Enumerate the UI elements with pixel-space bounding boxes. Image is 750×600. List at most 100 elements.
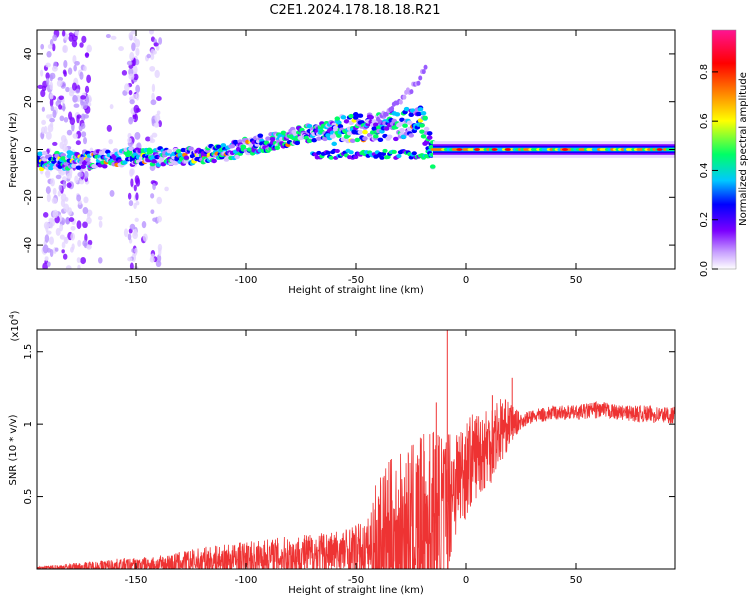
heatmap-cell <box>155 260 162 268</box>
heatmap-cell <box>328 155 334 160</box>
figure-title: C2E1.2024.178.18.18.R21 <box>269 3 440 18</box>
snr-series <box>37 330 675 569</box>
heatmap-cell <box>134 59 140 66</box>
heatmap-cell <box>62 180 67 190</box>
heatmap-cell <box>123 228 129 238</box>
heatmap-cell <box>45 72 50 80</box>
heatmap-cell <box>118 46 124 52</box>
heatmap-cell <box>62 44 68 54</box>
heatmap-cell <box>63 60 68 69</box>
x-tick-label: 50 <box>570 575 583 586</box>
heatmap-cell <box>306 138 313 144</box>
heatmap-cell <box>153 122 160 128</box>
heatmap-cell <box>142 233 148 242</box>
heatmap-cell <box>183 155 190 160</box>
heatmap-cell <box>129 223 136 230</box>
heatmap-cell <box>70 225 76 231</box>
heatmap-cell <box>67 67 73 75</box>
heatmap-cell <box>346 131 353 136</box>
heatmap-cell <box>348 113 354 119</box>
heatmap-cell <box>406 120 413 125</box>
heatmap-cell <box>397 121 404 127</box>
heatmap-cell <box>59 234 65 240</box>
heatmap-cell <box>157 243 163 252</box>
heatmap-cell <box>106 124 112 132</box>
heatmap-cell <box>180 147 187 153</box>
heatmap-cell <box>124 83 130 92</box>
heatmap-cell <box>84 233 88 242</box>
y-tick-label: 1 <box>23 421 34 427</box>
heatmap-cell <box>156 96 162 101</box>
colorbar-tick-label: 0.6 <box>699 113 710 129</box>
heatmap-cell <box>128 116 134 125</box>
snr-multiplier-base: (x10 <box>10 319 21 342</box>
heatmap-peak <box>474 148 480 151</box>
heatmap-cell <box>42 244 49 254</box>
heatmap-cell <box>377 119 382 125</box>
spectrogram-panel: -150 -100 -50 0 50 -40 -20 0 20 40 Height of stra… <box>8 29 676 296</box>
heatmap-cell <box>316 150 322 155</box>
heatmap-cell <box>70 246 74 253</box>
heatmap-cell <box>86 74 92 84</box>
heatmap-cell <box>41 151 48 156</box>
heatmap-cell <box>52 187 57 196</box>
heatmap-cell <box>352 112 359 117</box>
heatmap-cell <box>408 112 415 117</box>
snr-multiplier-exponent: 4 <box>8 314 16 319</box>
heatmap-cell <box>45 131 52 140</box>
heatmap-cell <box>368 115 374 120</box>
heatmap-cell <box>135 84 141 94</box>
heatmap-cell <box>382 148 388 153</box>
heatmap-cell <box>421 69 426 75</box>
heatmap-cell <box>58 104 63 110</box>
heatmap-cell <box>41 119 47 126</box>
heatmap-cell <box>83 137 88 145</box>
heatmap-cell <box>49 98 54 108</box>
heatmap-cell <box>416 111 422 117</box>
x-tick-label: -150 <box>125 275 148 286</box>
heatmap-cell <box>240 144 247 150</box>
heatmap-cell <box>76 194 82 202</box>
heatmap-cell <box>127 257 133 262</box>
heatmap-cell <box>154 113 161 123</box>
heatmap-cell <box>52 209 59 219</box>
heatmap-cell <box>132 93 138 99</box>
heatmap-cell <box>151 159 157 164</box>
heatmap-cell <box>71 163 77 168</box>
heatmap-cell <box>128 90 133 96</box>
heatmap-cell <box>109 189 115 197</box>
heatmap-cell <box>274 145 281 151</box>
heatmap-cell <box>131 248 135 253</box>
heatmap-cell <box>134 217 139 223</box>
heatmap-peak <box>656 148 663 151</box>
heatmap-cell <box>54 247 59 252</box>
heatmap-cell <box>82 207 89 215</box>
heatmap-cell <box>86 44 92 53</box>
heatmap-cell <box>44 170 51 176</box>
heatmap-cell <box>47 124 54 133</box>
heatmap-cell <box>37 151 43 156</box>
heatmap-cell <box>409 89 414 95</box>
heatmap-cell <box>134 131 141 140</box>
heatmap-cell <box>294 140 301 146</box>
heatmap-cell <box>40 69 44 77</box>
heatmap-cell <box>343 119 350 124</box>
heatmap-cell <box>133 202 137 209</box>
y-tick-label: 0 <box>23 146 34 152</box>
heatmap-cell <box>71 82 77 91</box>
heatmap-cell <box>151 132 158 138</box>
heatmap-cell <box>47 44 53 50</box>
heatmap-cell <box>399 117 405 122</box>
heatmap-cell <box>77 264 81 269</box>
heatmap-cell <box>64 236 69 245</box>
heatmap-cell <box>109 104 114 110</box>
heatmap-cell <box>70 232 76 241</box>
heatmap-cell <box>419 129 425 134</box>
heatmap-cell <box>158 37 163 45</box>
heatmap-cell <box>348 150 354 155</box>
heatmap-cell <box>75 165 82 170</box>
heatmap-cell <box>153 42 159 47</box>
x-tick-label: -50 <box>348 575 364 586</box>
heatmap-cell <box>108 138 114 145</box>
y-tick-label: 1.5 <box>23 344 34 360</box>
